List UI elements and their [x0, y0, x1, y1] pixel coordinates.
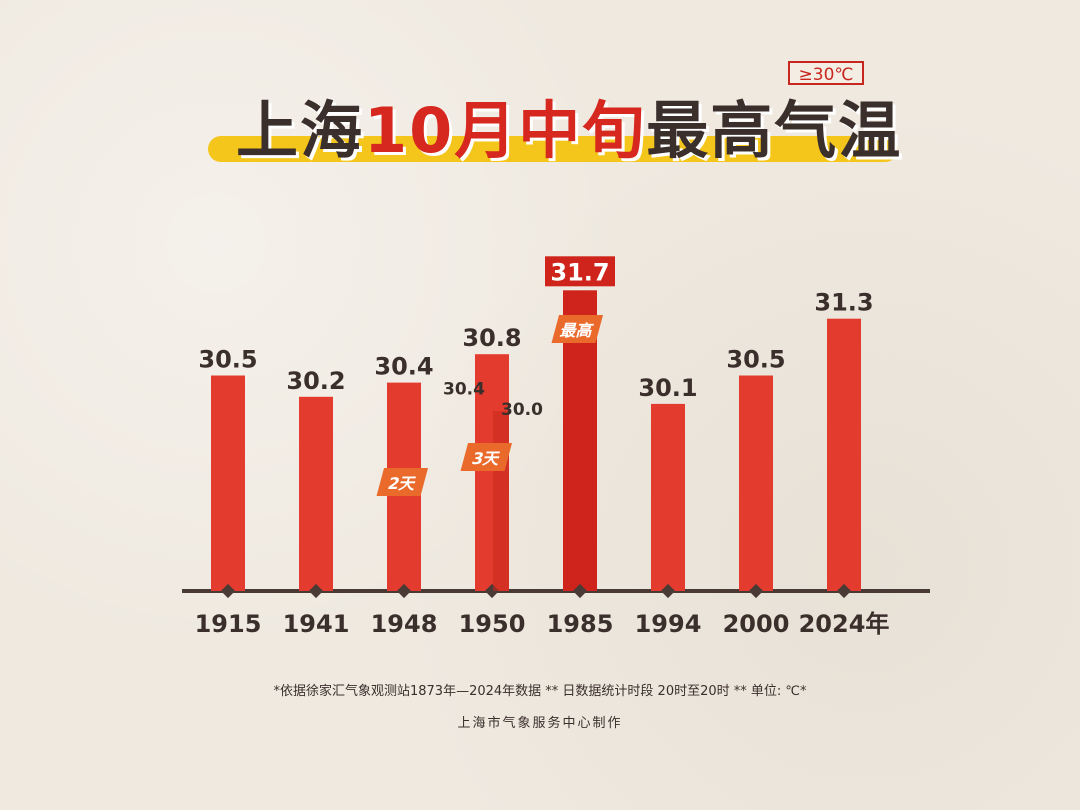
- value-label-1948: 30.4: [374, 353, 433, 381]
- data-source-note: *依据徐家汇气象观测站1873年—2024年数据 ** 日数据统计时段 20时至…: [273, 684, 807, 699]
- value-label-1985: 31.7: [550, 258, 609, 286]
- axis-marker-2000: [748, 583, 764, 599]
- value-label-1994: 30.1: [638, 374, 697, 402]
- tick-label-1941: 1941: [283, 610, 350, 638]
- axis-marker-1994: [660, 583, 676, 599]
- title-part-1: 上海: [236, 94, 365, 167]
- value-label-1941: 30.2: [286, 367, 345, 395]
- tag-1985: 最高: [551, 315, 604, 343]
- tick-label-1950: 1950: [459, 610, 526, 638]
- tag-label: 2天: [386, 474, 419, 493]
- tag-label: 最高: [558, 321, 595, 340]
- tag-background: [460, 443, 513, 471]
- axis-marker-1948: [396, 583, 412, 599]
- tag-background: [551, 315, 604, 343]
- axis-marker-2024年: [836, 583, 852, 599]
- title-part-2: 10月中旬: [364, 94, 647, 167]
- bar-1941: [299, 396, 333, 591]
- title-part-3: 最高气温: [646, 94, 903, 167]
- extra-label-1950-day2: 30.0: [501, 400, 543, 420]
- tick-label-1915: 1915: [195, 610, 262, 638]
- axis-marker-1915: [220, 583, 236, 599]
- tick-label-2000: 2000: [723, 610, 790, 638]
- highlight-value-box: [545, 256, 615, 287]
- tick-label-1994: 1994: [635, 610, 702, 638]
- tag-1950: 3天: [460, 443, 513, 471]
- threshold-badge: ≥30℃: [788, 61, 864, 85]
- bar-1915: [211, 375, 245, 591]
- credit-note: 上海市气象服务中心制作: [457, 716, 623, 731]
- chart-title: 上海10月中旬最高气温: [236, 94, 900, 167]
- value-label-1915: 30.5: [198, 346, 257, 374]
- axis-marker-1941: [308, 583, 324, 599]
- tag-label: 3天: [470, 449, 503, 468]
- value-label-1950: 30.8: [462, 324, 521, 352]
- axis-marker-1985: [572, 583, 588, 599]
- tag-1948: 2天: [376, 468, 429, 496]
- tick-label-1985: 1985: [547, 610, 614, 638]
- bar-2000: [739, 375, 773, 591]
- tick-label-1948: 1948: [371, 610, 438, 638]
- extra-label-1950-day1: 30.4: [443, 380, 485, 400]
- title-highlight-band: [208, 136, 898, 162]
- bar-1950-day2: [493, 411, 509, 591]
- bar-1994: [651, 403, 685, 591]
- tick-label-2024年: 2024年: [799, 610, 890, 638]
- bar-2024年: [827, 318, 861, 591]
- tag-background: [376, 468, 429, 496]
- value-label-2000: 30.5: [726, 346, 785, 374]
- value-label-2024年: 31.3: [814, 289, 873, 317]
